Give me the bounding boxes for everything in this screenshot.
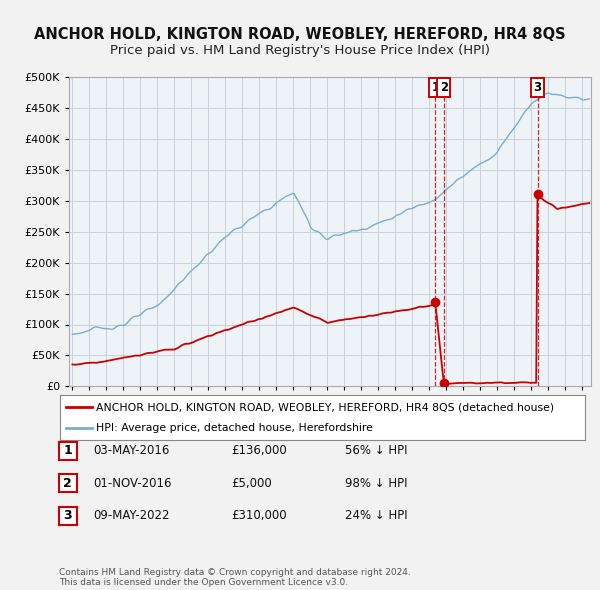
Text: 03-MAY-2016: 03-MAY-2016 [93, 444, 169, 457]
Text: £136,000: £136,000 [231, 444, 287, 457]
Text: 2: 2 [440, 81, 448, 94]
Text: Contains HM Land Registry data © Crown copyright and database right 2024.
This d: Contains HM Land Registry data © Crown c… [59, 568, 410, 587]
Text: Price paid vs. HM Land Registry's House Price Index (HPI): Price paid vs. HM Land Registry's House … [110, 44, 490, 57]
Text: ANCHOR HOLD, KINGTON ROAD, WEOBLEY, HEREFORD, HR4 8QS: ANCHOR HOLD, KINGTON ROAD, WEOBLEY, HERE… [34, 27, 566, 41]
Text: 56% ↓ HPI: 56% ↓ HPI [345, 444, 407, 457]
Text: 3: 3 [533, 81, 542, 94]
Text: 09-MAY-2022: 09-MAY-2022 [93, 509, 170, 522]
Text: 1: 1 [64, 444, 72, 457]
Text: 01-NOV-2016: 01-NOV-2016 [93, 477, 172, 490]
Text: 98% ↓ HPI: 98% ↓ HPI [345, 477, 407, 490]
Text: 2: 2 [64, 477, 72, 490]
Text: 3: 3 [64, 509, 72, 522]
Text: 24% ↓ HPI: 24% ↓ HPI [345, 509, 407, 522]
Text: £310,000: £310,000 [231, 509, 287, 522]
Text: £5,000: £5,000 [231, 477, 272, 490]
Text: HPI: Average price, detached house, Herefordshire: HPI: Average price, detached house, Here… [96, 422, 373, 432]
Text: 1: 1 [431, 81, 439, 94]
Text: ANCHOR HOLD, KINGTON ROAD, WEOBLEY, HEREFORD, HR4 8QS (detached house): ANCHOR HOLD, KINGTON ROAD, WEOBLEY, HERE… [96, 402, 554, 412]
